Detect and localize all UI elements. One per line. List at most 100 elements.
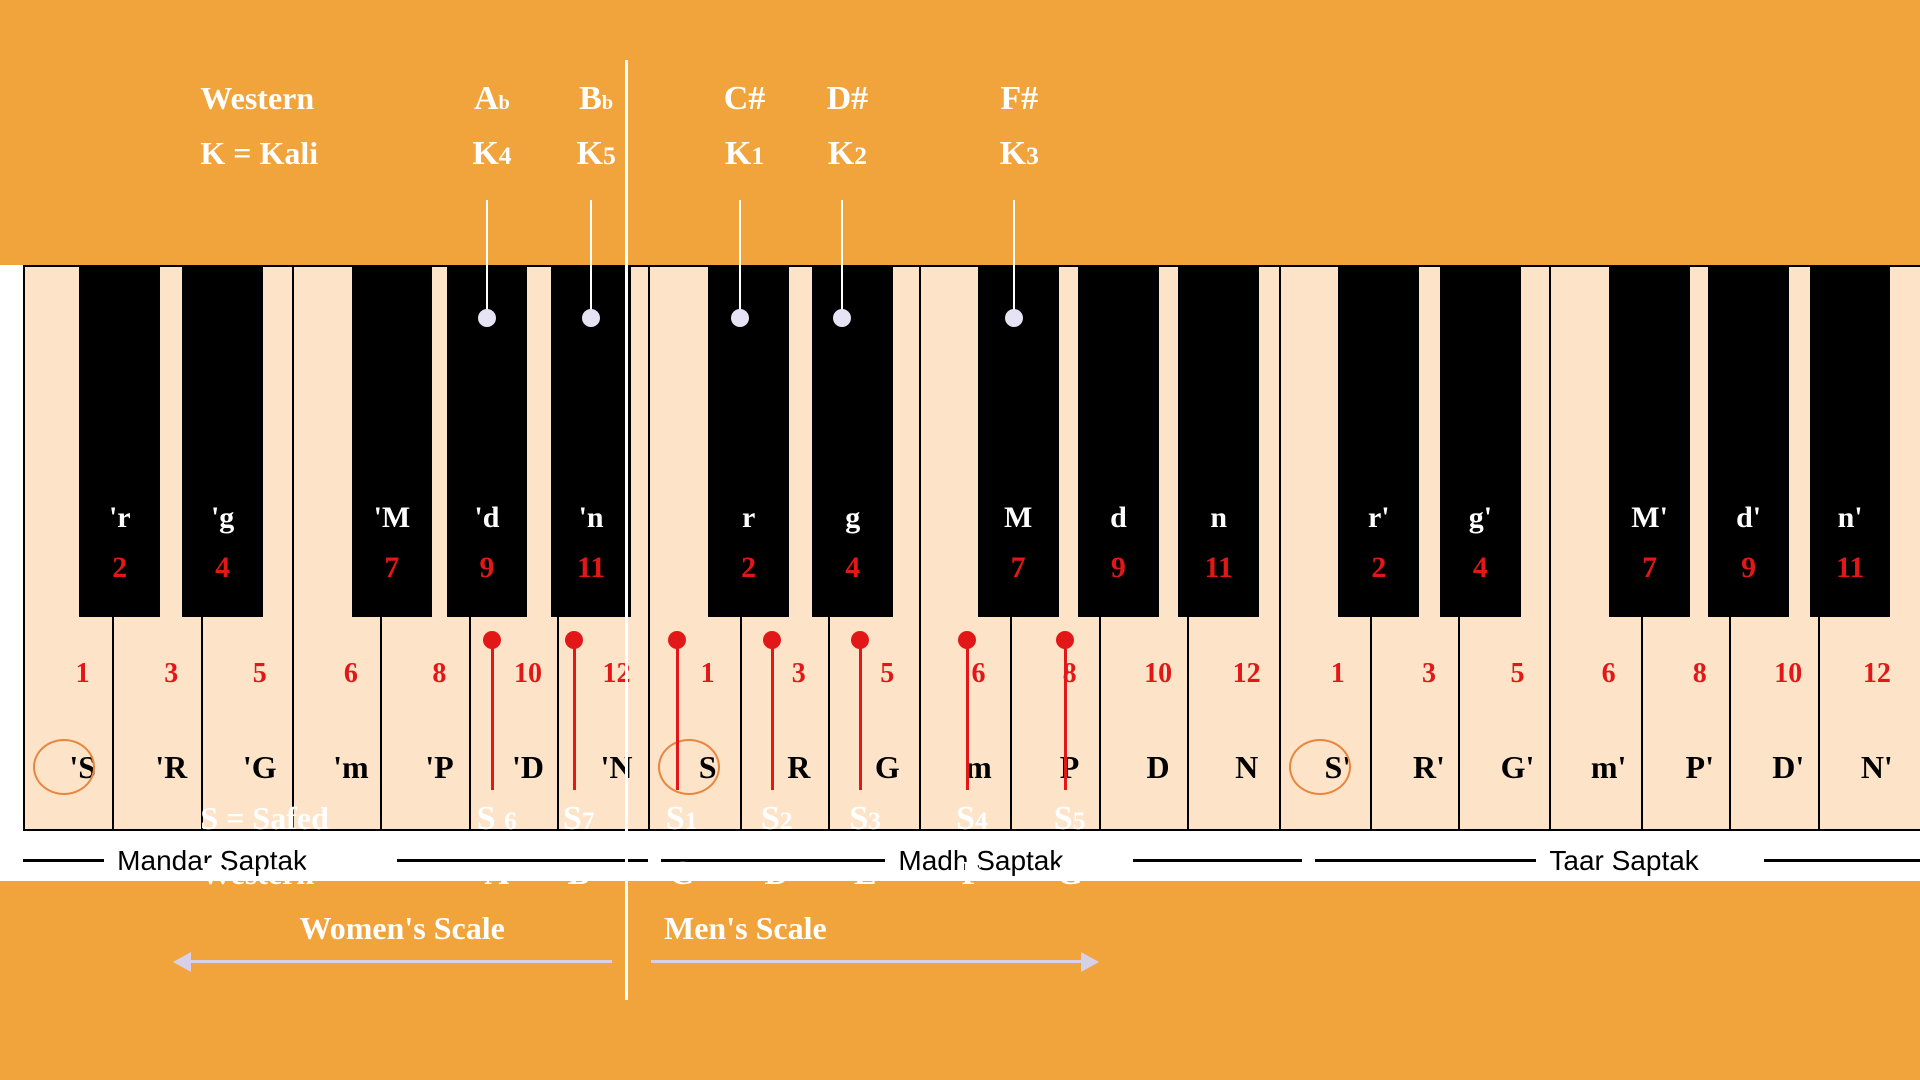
- black-key: 'g 4: [182, 265, 263, 617]
- black-key: 'r 2: [79, 265, 160, 617]
- black-key-note: r': [1340, 501, 1417, 535]
- black-key: 'M7: [352, 265, 433, 617]
- black-key-note: g': [1442, 501, 1519, 535]
- black-key: n' 11: [1810, 265, 1891, 617]
- top-marker-line: [486, 200, 488, 318]
- white-key-note: N': [1820, 749, 1920, 786]
- black-key: d9: [1078, 265, 1159, 617]
- black-key-number: 9: [1710, 551, 1787, 585]
- saptak-line: [1133, 859, 1302, 862]
- saptak-line: [1315, 859, 1536, 862]
- black-key-note: n': [1812, 501, 1889, 535]
- bot-marker-line: [676, 640, 679, 790]
- black-key-number: 2: [81, 551, 158, 585]
- black-key: r2: [708, 265, 789, 617]
- top-kali-note: K4: [452, 135, 532, 173]
- keyboard: 1'S3'R5'G6'm8'P10'D12'N1S3R5G6m8P10D12N1…: [0, 265, 1920, 831]
- saptak-line: [1764, 859, 1920, 862]
- black-key-note: 'r: [81, 501, 158, 535]
- top-kali-note: K1: [705, 135, 785, 173]
- top-marker-dot: [478, 309, 496, 327]
- black-key-note: n: [1180, 501, 1257, 535]
- black-key: M'7: [1609, 265, 1690, 617]
- bot-marker-line: [771, 640, 774, 790]
- black-key: n 11: [1178, 265, 1259, 617]
- top-marker-dot: [582, 309, 600, 327]
- top-western-note: D#: [807, 80, 887, 118]
- black-key-note: 'g: [184, 501, 261, 535]
- bottom-header-western: Western: [200, 855, 314, 892]
- black-key-number: 2: [1340, 551, 1417, 585]
- black-key: d' 9: [1708, 265, 1789, 617]
- top-header-kali: K = Kali: [200, 135, 318, 172]
- black-key-number: 7: [980, 551, 1057, 585]
- bot-marker-dot: [483, 631, 501, 649]
- bot-marker-dot: [1056, 631, 1074, 649]
- bot-marker-line: [491, 640, 494, 790]
- black-key-number: 11: [1812, 551, 1889, 585]
- black-key-number: 7: [1611, 551, 1688, 585]
- black-key-note: d': [1710, 501, 1787, 535]
- bottom-safed-note: S2: [737, 800, 817, 838]
- top-western-note: Bb: [556, 80, 636, 118]
- black-key: g4: [812, 265, 893, 617]
- bottom-western-note: C: [642, 855, 722, 893]
- bottom-header-safed: S = Safed: [200, 800, 328, 837]
- black-key: r' 2: [1338, 265, 1419, 617]
- black-key-note: d: [1080, 501, 1157, 535]
- top-marker-line: [590, 200, 592, 318]
- mens-scale-label: Men's Scale: [664, 910, 827, 947]
- bot-marker-dot: [958, 631, 976, 649]
- bottom-western-note: B: [539, 855, 619, 893]
- diagram-stage: 1'S3'R5'G6'm8'P10'D12'N1S3R5G6m8P10D12N1…: [0, 0, 1920, 1080]
- tonic-circle: [1289, 739, 1351, 795]
- bottom-western-note: A: [457, 855, 537, 893]
- black-key-number: 4: [184, 551, 261, 585]
- black-key-number: 11: [1180, 551, 1257, 585]
- top-header-western: Western: [200, 80, 314, 117]
- bot-marker-dot: [668, 631, 686, 649]
- bottom-safed-note: S5: [1030, 800, 1110, 838]
- bot-marker-line: [859, 640, 862, 790]
- bot-marker-line: [966, 640, 969, 790]
- top-western-note: Ab: [452, 80, 532, 118]
- bottom-western-note: F: [932, 855, 1012, 893]
- bottom-western-note: E: [825, 855, 905, 893]
- top-marker-line: [739, 200, 741, 318]
- black-key-number: 9: [1080, 551, 1157, 585]
- scale-arrow-line: [651, 960, 1081, 963]
- black-key-number: 7: [354, 551, 431, 585]
- bottom-safed-note: S4: [932, 800, 1012, 838]
- black-key-number: 2: [710, 551, 787, 585]
- tonic-circle: [658, 739, 720, 795]
- bottom-safed-note: S3: [825, 800, 905, 838]
- center-divider: [625, 60, 628, 1000]
- scale-arrow-head: [1081, 952, 1099, 972]
- top-kali-note: K3: [979, 135, 1059, 173]
- bot-marker-line: [1064, 640, 1067, 790]
- saptak-label: Taar Saptak: [1549, 845, 1698, 877]
- scale-arrow-head: [173, 952, 191, 972]
- black-key-number: 4: [1442, 551, 1519, 585]
- top-marker-dot: [731, 309, 749, 327]
- top-western-note: C#: [705, 80, 785, 118]
- tonic-circle: [33, 739, 95, 795]
- bottom-safed-note: S1: [642, 800, 722, 838]
- black-key-note: M: [980, 501, 1057, 535]
- top-kali-note: K2: [807, 135, 887, 173]
- bot-marker-dot: [763, 631, 781, 649]
- top-western-note: F#: [979, 80, 1059, 118]
- black-key-note: g: [814, 501, 891, 535]
- black-key-number: 9: [449, 551, 526, 585]
- top-marker-line: [841, 200, 843, 318]
- bot-marker-dot: [565, 631, 583, 649]
- black-key-number: 4: [814, 551, 891, 585]
- white-key-number: 12: [1820, 658, 1920, 690]
- black-key-note: 'n: [553, 501, 630, 535]
- bottom-western-note: G: [1030, 855, 1110, 893]
- womens-scale-label: Women's Scale: [299, 910, 504, 947]
- saptak-line: [23, 859, 104, 862]
- black-key-note: 'd: [449, 501, 526, 535]
- bot-marker-line: [573, 640, 576, 790]
- bottom-safed-note: S 6: [457, 800, 537, 838]
